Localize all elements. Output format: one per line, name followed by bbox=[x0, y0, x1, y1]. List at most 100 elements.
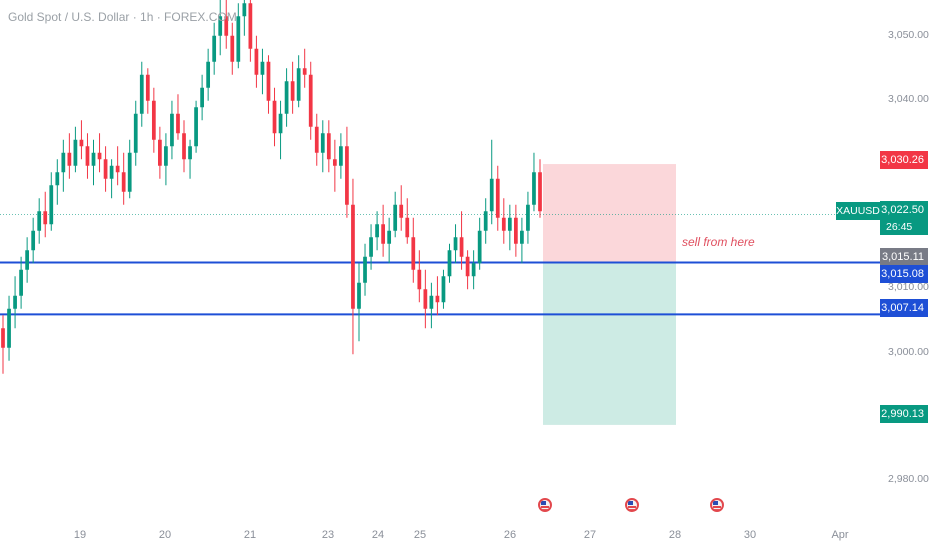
candle-body bbox=[423, 289, 428, 309]
candle-body bbox=[194, 107, 198, 147]
candle-body bbox=[37, 211, 42, 231]
candle-body bbox=[296, 68, 301, 101]
candle-body bbox=[61, 152, 66, 173]
candle-body bbox=[363, 256, 367, 283]
candle-body bbox=[158, 139, 162, 166]
flag-canton bbox=[541, 501, 546, 505]
candle-body bbox=[314, 126, 319, 153]
candle-body bbox=[49, 185, 54, 225]
candle-body bbox=[278, 113, 283, 134]
candle-body bbox=[357, 282, 361, 309]
candle-body bbox=[339, 146, 343, 166]
ticker-label: XAUUSD bbox=[836, 202, 880, 220]
candle-body bbox=[387, 230, 392, 244]
candle-body bbox=[483, 211, 488, 231]
candle-body bbox=[417, 269, 422, 290]
candle-body bbox=[31, 230, 36, 251]
candle-body bbox=[375, 224, 379, 238]
candle-body bbox=[507, 217, 512, 231]
current-price-label: 3,022.50 bbox=[880, 201, 928, 219]
candle-body bbox=[284, 81, 289, 114]
flag-stripe bbox=[713, 509, 721, 510]
candle-body bbox=[526, 204, 530, 231]
time-tick: 25 bbox=[413, 529, 427, 541]
price-tick: 2,980.00 bbox=[888, 473, 929, 485]
flag-stripe bbox=[541, 509, 549, 510]
candle-body bbox=[188, 146, 192, 160]
symbol-title: Gold Spot / U.S. Dollar · 1h · FOREX.COM bbox=[8, 10, 237, 24]
candle-body bbox=[200, 87, 204, 108]
candle-body bbox=[43, 211, 48, 225]
candle-body bbox=[351, 204, 355, 309]
candle-body bbox=[212, 35, 217, 62]
candle-body bbox=[320, 133, 325, 153]
candle-body bbox=[393, 204, 398, 231]
candle-body bbox=[465, 256, 470, 277]
flag-canton bbox=[628, 501, 633, 505]
flag-stripe bbox=[628, 506, 636, 508]
us-flag-icon[interactable] bbox=[625, 498, 639, 512]
take-profit-zone bbox=[543, 262, 676, 425]
candle-body bbox=[411, 237, 416, 270]
price-tick: 3,040.00 bbox=[888, 93, 929, 105]
candle-body bbox=[151, 100, 156, 140]
candle-body bbox=[230, 35, 235, 62]
sell-annotation[interactable]: sell from here bbox=[682, 235, 755, 249]
candle-body bbox=[399, 204, 404, 218]
time-tick: 24 bbox=[371, 529, 385, 541]
time-tick: 27 bbox=[583, 529, 597, 541]
candle-body bbox=[145, 74, 150, 101]
stop-loss-zone bbox=[543, 164, 676, 263]
candle-body bbox=[441, 276, 446, 303]
target-price-label: 2,990.13 bbox=[880, 405, 928, 423]
candle-body bbox=[332, 159, 337, 166]
candle-body bbox=[435, 295, 440, 303]
us-flag-icon[interactable] bbox=[710, 498, 724, 512]
candle-body bbox=[429, 295, 434, 309]
candle-body bbox=[513, 217, 518, 244]
candle-body bbox=[242, 3, 247, 17]
candle-body bbox=[206, 61, 211, 88]
candle-body bbox=[121, 172, 126, 192]
candle-body bbox=[538, 172, 542, 212]
candle-body bbox=[453, 237, 458, 251]
time-axis[interactable]: 19 20 21 23 24 25 26 27 28 30 Apr bbox=[0, 520, 880, 550]
flag-stripe bbox=[628, 509, 636, 510]
chart-canvas[interactable] bbox=[0, 0, 880, 520]
candle-body bbox=[248, 3, 253, 49]
candle-body bbox=[381, 224, 385, 244]
candle-body bbox=[55, 172, 60, 186]
candle-body bbox=[19, 269, 23, 296]
candle-body bbox=[369, 237, 373, 257]
candle-body bbox=[164, 146, 168, 166]
candle-body bbox=[176, 113, 180, 134]
candle-body bbox=[139, 74, 144, 114]
candle-body bbox=[254, 48, 259, 75]
candle-body bbox=[13, 295, 17, 309]
candle-body bbox=[459, 237, 464, 257]
candle-body bbox=[477, 230, 482, 264]
price-scale[interactable]: 3,050.00 3,040.00 3,010.00 3,000.00 2,98… bbox=[880, 0, 932, 520]
price-tick: 3,000.00 bbox=[888, 346, 929, 358]
candle-body bbox=[133, 113, 138, 153]
candle-body bbox=[73, 139, 78, 166]
candle-body bbox=[489, 178, 494, 212]
candle-body bbox=[67, 152, 72, 166]
us-flag-icon[interactable] bbox=[538, 498, 552, 512]
flag-stripe bbox=[541, 506, 549, 508]
candle-body bbox=[447, 250, 452, 277]
time-tick: 30 bbox=[743, 529, 757, 541]
candle-body bbox=[260, 61, 265, 75]
candle-body bbox=[520, 230, 524, 244]
candle-body bbox=[7, 308, 11, 348]
candle-body bbox=[1, 328, 5, 348]
candle-body bbox=[471, 263, 476, 277]
candle-body bbox=[302, 68, 307, 75]
candle-body bbox=[218, 16, 223, 36]
candle-body bbox=[170, 113, 174, 147]
candle-body bbox=[182, 133, 186, 160]
time-tick: 21 bbox=[243, 529, 257, 541]
price-tick: 3,010.00 bbox=[888, 281, 929, 293]
candle-body bbox=[97, 152, 102, 160]
price-chart[interactable]: Gold Spot / U.S. Dollar · 1h · FOREX.COM… bbox=[0, 0, 880, 520]
